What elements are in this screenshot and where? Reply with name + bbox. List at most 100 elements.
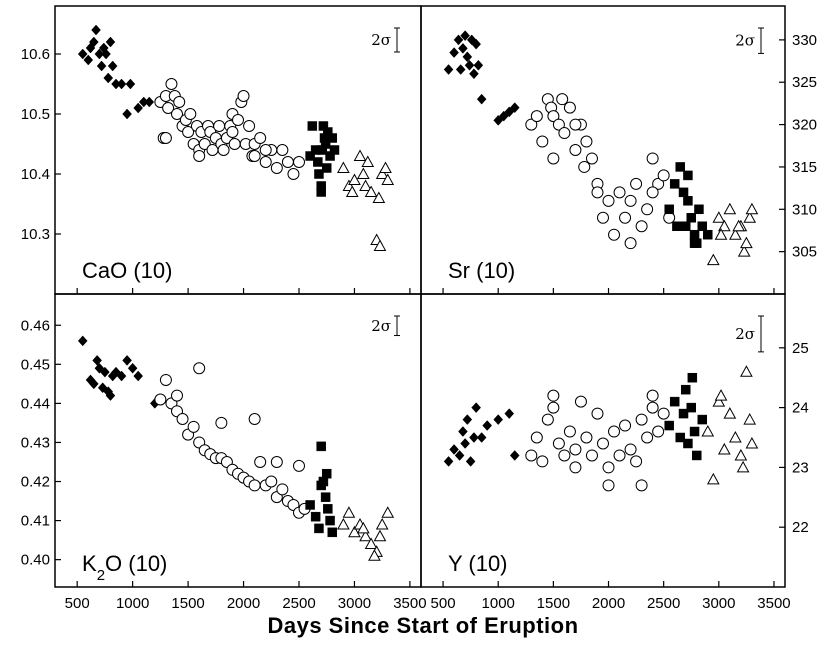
triangle-open-point xyxy=(353,149,367,161)
diamond-filled-point xyxy=(122,355,132,366)
circle-open-point xyxy=(176,413,189,426)
triangle-open-point xyxy=(706,472,720,485)
y-tick-label: 0.45 xyxy=(21,356,50,373)
circle-open-point xyxy=(213,120,226,132)
diamond-filled-point xyxy=(509,102,520,114)
y-tick-label: 23 xyxy=(792,459,809,476)
square-filled-point xyxy=(686,213,696,223)
x-tick-label: 1500 xyxy=(171,595,204,612)
y-tick-label: 310 xyxy=(792,201,817,218)
diamond-filled-point xyxy=(83,54,94,66)
circle-open-point xyxy=(173,96,186,108)
triangle-open-point xyxy=(717,442,731,455)
triangle-open-point xyxy=(740,365,753,377)
triangle-open-point xyxy=(375,517,389,530)
diamond-filled-point xyxy=(482,420,493,431)
x-tick-label: 2000 xyxy=(592,595,625,612)
diamond-filled-point xyxy=(122,108,132,120)
circle-open-point xyxy=(569,461,582,474)
circle-open-point xyxy=(254,455,267,468)
diamond-filled-point xyxy=(454,450,465,461)
circle-open-point xyxy=(536,135,549,148)
square-filled-point xyxy=(305,500,315,510)
circle-open-point xyxy=(580,431,593,444)
circle-open-point xyxy=(193,150,206,162)
square-filled-point xyxy=(325,515,335,526)
circle-open-point xyxy=(525,118,538,131)
two-sigma-error-bar xyxy=(394,27,400,53)
circle-open-point xyxy=(597,437,609,450)
diamond-filled-point xyxy=(476,432,487,443)
square-filled-point xyxy=(321,163,332,173)
y-tick-label: 10.3 xyxy=(21,226,50,243)
square-filled-point xyxy=(683,438,693,449)
triangle-open-point xyxy=(337,517,350,530)
triangle-open-point xyxy=(356,167,370,179)
circle-open-point xyxy=(270,455,283,468)
circle-open-point xyxy=(171,108,183,120)
diamond-filled-point xyxy=(77,48,88,60)
circle-open-point xyxy=(165,78,178,90)
triangle-open-point xyxy=(701,424,715,437)
circle-open-point xyxy=(552,118,565,131)
square-filled-point xyxy=(703,229,713,240)
triangle-open-point xyxy=(337,161,350,173)
triangle-open-point xyxy=(373,529,387,542)
circle-open-point xyxy=(602,479,615,492)
triangle-open-point xyxy=(373,239,387,251)
diamond-filled-point xyxy=(471,402,481,413)
circle-open-point xyxy=(232,114,244,126)
triangle-open-point xyxy=(345,185,359,197)
circle-open-point xyxy=(547,389,560,402)
circle-open-point xyxy=(646,186,659,199)
x-tick-label: 3500 xyxy=(757,595,790,612)
circle-open-point xyxy=(530,110,543,123)
top-left-panel-label: CaO (10) xyxy=(82,258,172,283)
diamond-filled-point xyxy=(443,456,454,467)
diamond-filled-point xyxy=(101,48,111,60)
diamond-filled-point xyxy=(100,366,110,378)
x-tick-label: 500 xyxy=(65,595,90,612)
circle-open-point xyxy=(187,420,200,433)
square-filled-point xyxy=(692,450,702,461)
circle-open-point xyxy=(574,395,587,408)
diamond-filled-point xyxy=(473,59,484,71)
square-filled-point xyxy=(675,432,685,443)
y-tick-label: 320 xyxy=(792,117,817,134)
triangle-open-point xyxy=(736,460,750,473)
two-sigma-label: 2σ xyxy=(735,32,755,50)
square-filled-point xyxy=(314,523,324,534)
x-tick-label: 3500 xyxy=(393,595,426,612)
top-right-panel-label: Sr (10) xyxy=(448,258,515,283)
circle-open-point xyxy=(182,126,195,138)
diamond-filled-point xyxy=(460,438,470,449)
triangle-open-point xyxy=(381,173,395,185)
square-filled-point xyxy=(316,181,326,191)
circle-open-point xyxy=(162,102,175,114)
bottom-right-frame xyxy=(420,293,786,588)
circle-open-point xyxy=(580,135,593,148)
triangle-open-point xyxy=(348,525,361,538)
x-tick-label: 2000 xyxy=(227,595,260,612)
square-filled-point xyxy=(307,121,318,131)
circle-open-point xyxy=(630,455,643,468)
circle-open-point xyxy=(558,449,571,462)
circle-open-point xyxy=(287,168,300,180)
top-right-frame xyxy=(420,5,786,295)
square-filled-point xyxy=(689,238,700,248)
square-filled-point xyxy=(683,196,693,206)
square-filled-point xyxy=(329,145,340,155)
diamond-filled-point xyxy=(464,59,475,71)
circle-open-point xyxy=(591,186,604,199)
top-left-panel: 10.3 10.4 10.5 10.6 2σ CaO (10) xyxy=(21,5,422,295)
circle-open-point xyxy=(254,132,267,144)
diamond-filled-point xyxy=(88,36,99,48)
circle-open-point xyxy=(652,177,665,190)
circle-open-point xyxy=(265,475,278,488)
square-filled-point xyxy=(319,133,330,143)
y-tick-label: 25 xyxy=(792,340,809,357)
diamond-filled-point xyxy=(449,47,459,58)
bottom-right-panel-label: Y (10) xyxy=(448,551,508,576)
two-sigma-error-bar xyxy=(758,27,764,54)
circle-open-point xyxy=(270,162,283,174)
